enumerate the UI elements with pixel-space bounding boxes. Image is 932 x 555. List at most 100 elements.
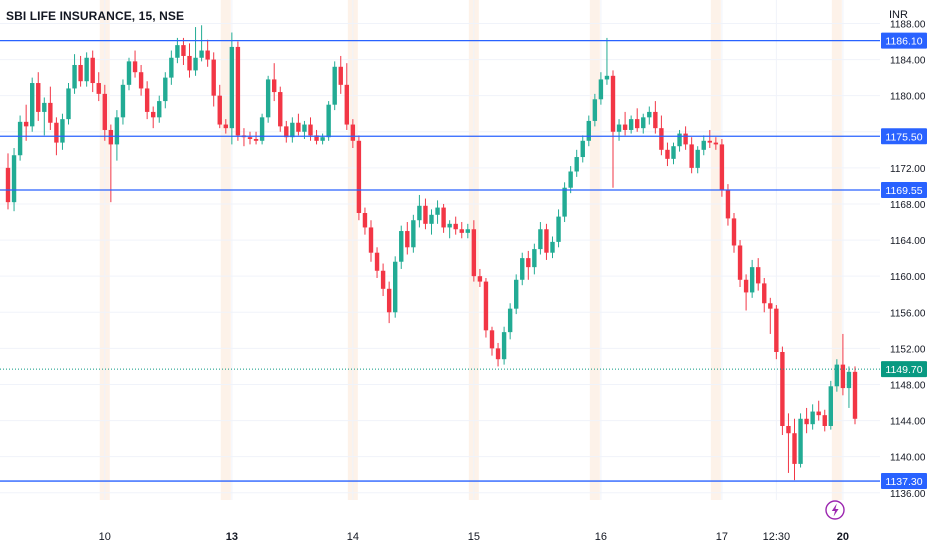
candle[interactable] bbox=[308, 117, 313, 141]
candle[interactable] bbox=[144, 81, 150, 120]
candle[interactable] bbox=[235, 41, 241, 141]
candle[interactable] bbox=[126, 57, 132, 91]
candle[interactable] bbox=[241, 128, 247, 147]
candle[interactable] bbox=[495, 342, 501, 367]
candle[interactable] bbox=[386, 281, 392, 324]
candle[interactable] bbox=[483, 277, 489, 338]
candle[interactable] bbox=[532, 243, 537, 275]
candle[interactable] bbox=[326, 101, 331, 141]
candle[interactable] bbox=[689, 137, 694, 174]
candle[interactable] bbox=[17, 115, 23, 161]
candle[interactable] bbox=[635, 108, 640, 132]
candle[interactable] bbox=[175, 37, 180, 64]
candle[interactable] bbox=[181, 37, 186, 65]
candle[interactable] bbox=[501, 326, 507, 365]
candle[interactable] bbox=[834, 359, 840, 392]
candle[interactable] bbox=[48, 86, 53, 130]
candle[interactable] bbox=[598, 72, 604, 105]
candle[interactable] bbox=[653, 101, 658, 134]
candle[interactable] bbox=[556, 209, 561, 248]
candle[interactable] bbox=[731, 212, 737, 253]
candle[interactable] bbox=[725, 184, 731, 226]
candle[interactable] bbox=[314, 129, 319, 145]
candle[interactable] bbox=[435, 200, 440, 224]
candle[interactable] bbox=[471, 220, 477, 282]
candle[interactable] bbox=[344, 63, 349, 130]
candle[interactable] bbox=[5, 153, 11, 210]
candle[interactable] bbox=[550, 236, 555, 259]
candle[interactable] bbox=[132, 50, 138, 78]
candle[interactable] bbox=[417, 194, 422, 228]
candle[interactable] bbox=[72, 54, 77, 94]
candle[interactable] bbox=[641, 113, 646, 134]
candle[interactable] bbox=[247, 131, 253, 145]
candle[interactable] bbox=[477, 268, 483, 288]
candle[interactable] bbox=[756, 258, 761, 291]
candle[interactable] bbox=[36, 72, 41, 121]
last-price-tag[interactable]: 1149.70 bbox=[881, 361, 927, 378]
candle[interactable] bbox=[278, 86, 283, 132]
candle[interactable] bbox=[399, 225, 404, 269]
candle[interactable] bbox=[453, 216, 458, 235]
candle[interactable] bbox=[211, 52, 216, 107]
candle[interactable] bbox=[574, 149, 579, 177]
candle[interactable] bbox=[90, 50, 95, 93]
candle[interactable] bbox=[459, 222, 464, 239]
candle[interactable] bbox=[707, 129, 712, 149]
currency-label[interactable]: INR bbox=[889, 9, 908, 21]
candle[interactable] bbox=[205, 39, 210, 67]
candle[interactable] bbox=[604, 37, 610, 85]
level-price-tag[interactable]: 1169.55 bbox=[881, 181, 927, 198]
candle[interactable] bbox=[792, 418, 797, 481]
candle[interactable] bbox=[762, 277, 767, 313]
level-price-tag[interactable]: 1175.50 bbox=[881, 128, 927, 145]
candle[interactable] bbox=[429, 209, 434, 235]
candle[interactable] bbox=[828, 380, 833, 430]
candle[interactable] bbox=[780, 346, 785, 436]
candle[interactable] bbox=[544, 223, 549, 260]
candle[interactable] bbox=[749, 259, 755, 298]
candle[interactable] bbox=[296, 113, 301, 136]
candle[interactable] bbox=[393, 256, 398, 318]
candle[interactable] bbox=[423, 198, 428, 230]
candle[interactable] bbox=[774, 305, 779, 360]
candle[interactable] bbox=[108, 124, 114, 203]
candle[interactable] bbox=[514, 274, 519, 315]
candle[interactable] bbox=[320, 133, 325, 145]
candle[interactable] bbox=[804, 407, 809, 434]
candle[interactable] bbox=[157, 95, 162, 123]
candle[interactable] bbox=[193, 27, 198, 76]
candle[interactable] bbox=[786, 413, 791, 473]
candle[interactable] bbox=[810, 404, 815, 430]
level-price-tag[interactable]: 1137.30 bbox=[881, 473, 927, 490]
candle[interactable] bbox=[526, 250, 531, 280]
candle[interactable] bbox=[78, 55, 83, 87]
candle[interactable] bbox=[374, 247, 380, 278]
candle[interactable] bbox=[586, 115, 591, 147]
candle[interactable] bbox=[272, 63, 277, 102]
candle[interactable] bbox=[677, 129, 682, 152]
candle[interactable] bbox=[368, 220, 374, 262]
candle[interactable] bbox=[380, 263, 386, 297]
candle[interactable] bbox=[768, 297, 773, 334]
candle[interactable] bbox=[30, 77, 35, 132]
candle[interactable] bbox=[822, 409, 827, 432]
candle[interactable] bbox=[610, 70, 616, 188]
candle[interactable] bbox=[580, 135, 585, 163]
candle[interactable] bbox=[84, 52, 89, 87]
candle[interactable] bbox=[169, 50, 174, 85]
candle[interactable] bbox=[338, 55, 343, 94]
candle[interactable] bbox=[737, 240, 743, 288]
level-price-tag[interactable]: 1186.10 bbox=[881, 32, 927, 49]
candle[interactable] bbox=[507, 303, 513, 340]
candle[interactable] bbox=[290, 117, 295, 143]
candle[interactable] bbox=[683, 126, 688, 150]
candle[interactable] bbox=[538, 222, 543, 255]
candle[interactable] bbox=[659, 115, 664, 156]
candle[interactable] bbox=[840, 333, 846, 396]
candle[interactable] bbox=[628, 115, 634, 134]
candle[interactable] bbox=[199, 25, 204, 62]
candle[interactable] bbox=[42, 97, 47, 136]
candle[interactable] bbox=[284, 120, 289, 143]
